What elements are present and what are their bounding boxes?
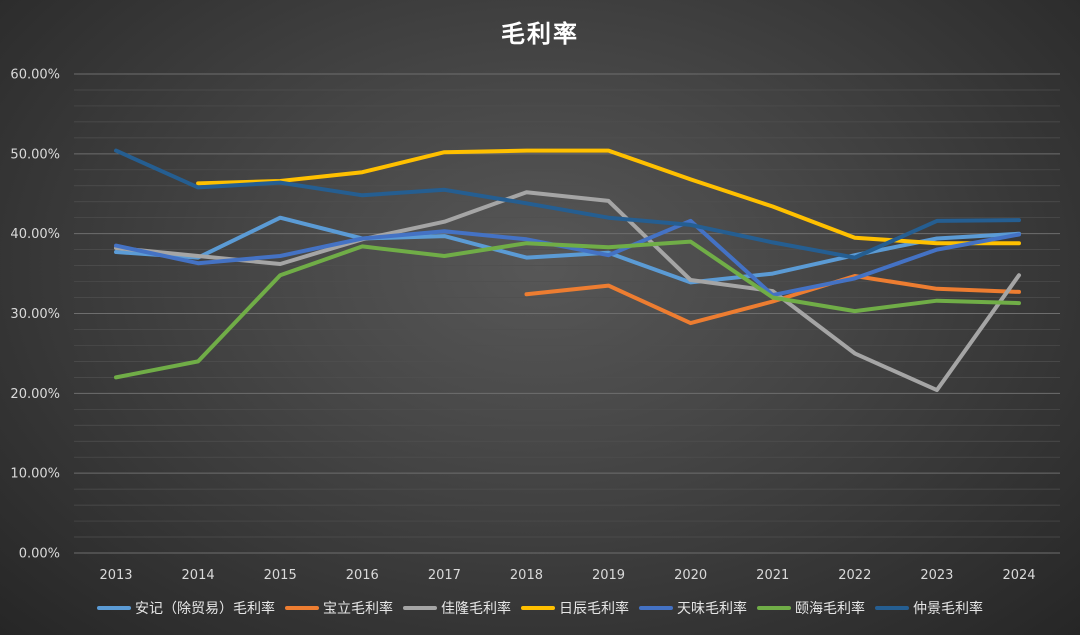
series-line-6 — [114, 148, 1021, 260]
y-tick-label: 20.00% — [10, 387, 60, 402]
x-tick-label: 2013 — [99, 568, 132, 583]
x-tick-label: 2016 — [346, 568, 379, 583]
x-tick-label: 2015 — [264, 568, 297, 583]
chart-title: 毛利率 — [501, 20, 579, 48]
x-tick-label: 2021 — [756, 568, 789, 583]
x-tick-label: 2020 — [674, 568, 707, 583]
x-tick-label: 2022 — [838, 568, 871, 583]
legend-item: 佳隆毛利率 — [403, 598, 511, 618]
x-axis-ticks: 2013 2014 2015 2016 2017 2018 2019 2020 2021 2022… — [99, 568, 1035, 583]
legend-label: 安记（除贸易）毛利率 — [135, 601, 275, 617]
x-tick-label: 2023 — [920, 568, 953, 583]
x-tick-label: 2017 — [428, 568, 461, 583]
series-lines — [114, 148, 1021, 393]
series-line-5 — [114, 239, 1021, 380]
legend-swatch — [875, 606, 909, 610]
gridlines — [74, 73, 1060, 554]
x-tick-label: 2024 — [1002, 568, 1035, 583]
series-line-1 — [524, 274, 1021, 326]
x-tick-label: 2019 — [592, 568, 625, 583]
legend-item: 安记（除贸易）毛利率 — [97, 598, 275, 618]
legend-item: 宝立毛利率 — [285, 598, 393, 618]
legend-label: 天味毛利率 — [677, 601, 747, 617]
legend-label: 颐海毛利率 — [795, 601, 865, 617]
x-tick-label: 2018 — [510, 568, 543, 583]
chart-legend: 安记（除贸易）毛利率 宝立毛利率 佳隆毛利率 日辰毛利率 天味毛利率 颐海毛利率 仲景毛利率 — [0, 597, 1080, 619]
legend-item: 仲景毛利率 — [875, 598, 983, 618]
legend-swatch — [97, 606, 131, 610]
y-tick-label: 0.00% — [19, 547, 60, 562]
legend-swatch — [285, 606, 319, 610]
series-line-4 — [114, 218, 1021, 298]
legend-swatch — [403, 606, 437, 610]
x-tick-label: 2014 — [182, 568, 215, 583]
legend-swatch — [521, 606, 555, 610]
y-tick-label: 60.00% — [10, 68, 60, 83]
y-tick-label: 40.00% — [10, 227, 60, 242]
legend-label: 宝立毛利率 — [323, 601, 393, 617]
y-tick-label: 50.00% — [10, 147, 60, 162]
legend-swatch — [757, 606, 791, 610]
legend-item: 日辰毛利率 — [521, 598, 629, 618]
legend-swatch — [639, 606, 673, 610]
legend-item: 颐海毛利率 — [757, 598, 865, 618]
legend-item: 天味毛利率 — [639, 598, 747, 618]
legend-label: 仲景毛利率 — [913, 601, 983, 617]
y-tick-label: 10.00% — [10, 467, 60, 482]
legend-label: 佳隆毛利率 — [441, 601, 511, 617]
legend-label: 日辰毛利率 — [559, 601, 629, 617]
series-line-2 — [114, 190, 1021, 393]
y-axis-ticks: 0.00% 10.00% 20.00% 30.00% 40.00% 50.00% 60.00… — [10, 68, 60, 562]
series-line-0 — [114, 215, 1021, 285]
y-tick-label: 30.00% — [10, 307, 60, 322]
series-line-3 — [196, 148, 1021, 246]
